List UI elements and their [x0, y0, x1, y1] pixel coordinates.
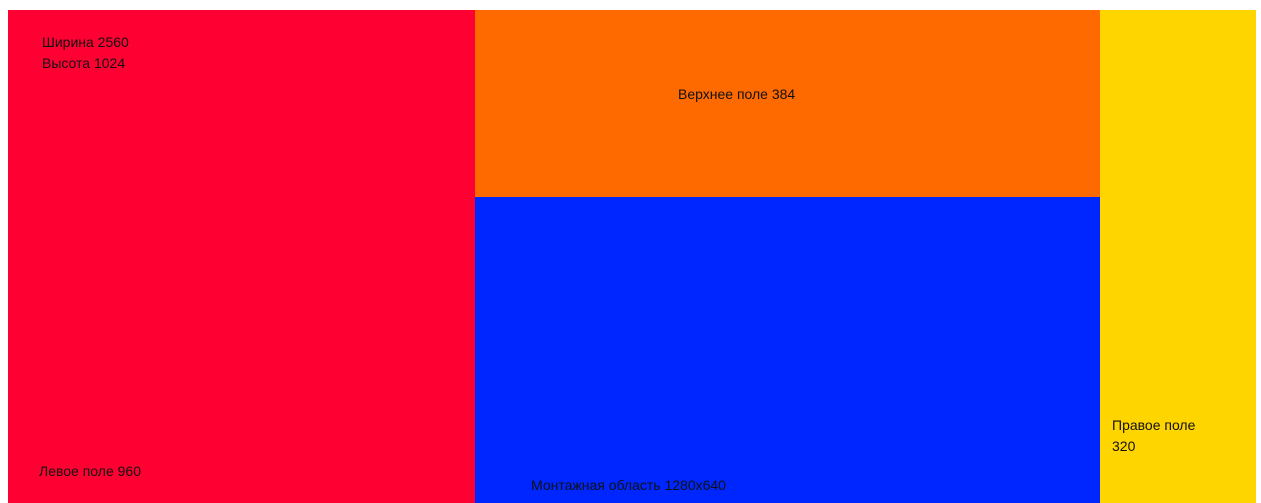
- work-area-region: Монтажная область 1280x640: [475, 197, 1100, 503]
- right-field-label-line2: 320: [1112, 438, 1136, 454]
- canvas-height-label: Высота 1024: [42, 55, 126, 71]
- work-area-label: Монтажная область 1280x640: [531, 477, 726, 493]
- canvas-dimensions: Ширина 2560 Высота 1024: [42, 32, 129, 74]
- right-field-label-line1: Правое поле: [1112, 417, 1196, 433]
- top-field-region: Верхнее поле 384: [475, 10, 1100, 197]
- right-field-label: Правое поле 320: [1112, 415, 1195, 457]
- left-field-region: Ширина 2560 Высота 1024 Левое поле 960: [8, 10, 475, 503]
- right-field-region: Правое поле 320: [1100, 10, 1256, 503]
- top-field-label: Верхнее поле 384: [678, 86, 796, 102]
- layout-diagram: Ширина 2560 Высота 1024 Левое поле 960 В…: [8, 10, 1256, 503]
- left-field-label: Левое поле 960: [39, 463, 141, 479]
- canvas-width-label: Ширина 2560: [42, 34, 129, 50]
